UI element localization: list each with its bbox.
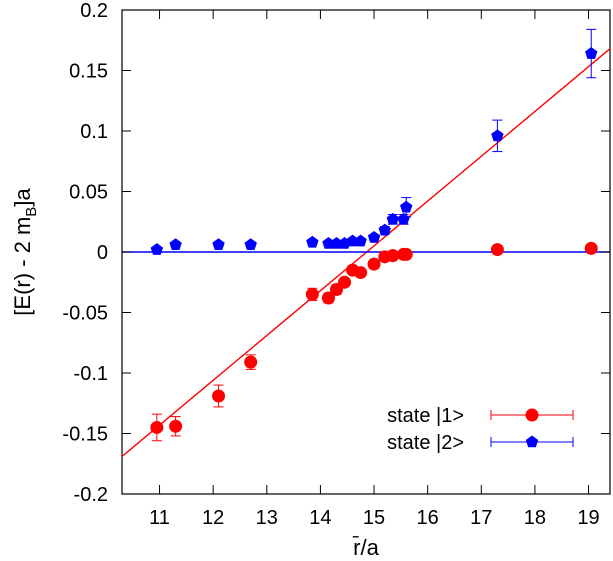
legend-marker: [525, 408, 539, 422]
y-tick-label: -0.2: [74, 484, 108, 506]
data-point: [585, 47, 598, 59]
y-axis-label-subscript: B: [23, 207, 40, 217]
legend-label: state |1>: [387, 405, 464, 427]
data-point: [386, 212, 399, 225]
y-tick-label: 0.2: [80, 0, 108, 22]
data-point: [399, 247, 413, 261]
y-tick-label: -0.15: [62, 424, 108, 446]
y-axis-label-tail: ]a: [10, 188, 35, 207]
y-tick-label: 0: [97, 242, 108, 264]
series-1: [150, 241, 598, 442]
y-tick-label: -0.1: [74, 363, 108, 385]
series-layer: [150, 28, 598, 442]
legend-label: state |2>: [387, 432, 464, 454]
data-point: [306, 235, 319, 248]
data-point: [386, 249, 400, 263]
data-point: [378, 223, 391, 236]
y-tick-label: 0.05: [69, 182, 108, 204]
y-axis: -0.2 -0.15 -0.1 -0.05 0 0.05 0.1 0.15 0.2: [62, 0, 610, 506]
data-point: [244, 355, 258, 369]
x-axis: 11 12 13 14 15 16 17 18 19: [149, 10, 600, 529]
y-tick-label: 0.15: [69, 61, 108, 83]
data-point: [367, 257, 381, 271]
data-point: [169, 238, 182, 250]
y-tick-label: 0.1: [80, 121, 108, 143]
legend: state |1> state |2>: [387, 405, 574, 454]
x-tick-label: 14: [309, 507, 331, 529]
data-point: [338, 275, 352, 289]
data-point: [322, 237, 335, 249]
data-point: [330, 237, 343, 249]
x-tick-label: 19: [577, 507, 599, 529]
x-tick-label: 15: [363, 507, 385, 529]
fit-lines: [121, 48, 611, 458]
x-tick-label: 12: [202, 507, 224, 529]
data-point: [305, 287, 319, 301]
series-2: [150, 28, 598, 255]
x-axis-label: r̄/a: [353, 535, 380, 560]
y-tick-label: -0.05: [62, 303, 108, 325]
x-tick-label: 18: [524, 507, 546, 529]
plot-area: [121, 9, 611, 495]
data-point: [367, 230, 381, 243]
data-point: [491, 129, 504, 142]
data-point: [346, 234, 359, 247]
y-axis-label-main: [E(r) - 2 m: [10, 217, 35, 316]
data-point: [212, 238, 225, 250]
data-point: [584, 241, 598, 255]
data-point: [212, 389, 226, 403]
x-tick-label: 11: [149, 507, 170, 529]
data-point: [490, 243, 504, 257]
data-point: [244, 238, 257, 250]
y-axis-label: [E(r) - 2 mB]a: [10, 188, 40, 316]
x-tick-label: 17: [470, 507, 492, 529]
data-point: [150, 243, 164, 255]
x-tick-label: 16: [417, 507, 439, 529]
data-point: [150, 420, 164, 434]
data-point: [169, 419, 183, 433]
legend-marker: [525, 435, 539, 448]
data-point: [354, 234, 367, 247]
data-point: [400, 200, 413, 213]
data-point: [354, 266, 368, 280]
x-tick-label: 13: [256, 507, 278, 529]
